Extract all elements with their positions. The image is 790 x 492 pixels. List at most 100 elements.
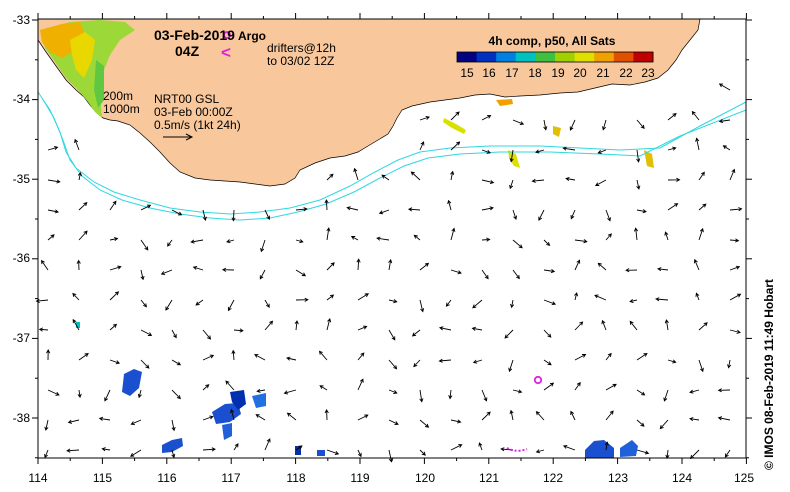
current-arrow (413, 359, 421, 368)
current-arrow (481, 389, 488, 402)
current-arrow (478, 442, 483, 451)
current-arrow (264, 209, 271, 221)
current-arrow (78, 202, 88, 211)
current-arrow (636, 352, 648, 361)
current-arrow (597, 149, 607, 154)
isobath-label-1000m: 1000m (103, 102, 140, 116)
current-arrow (104, 389, 111, 402)
current-arrow (259, 269, 266, 280)
current-arrow (109, 359, 121, 365)
current-arrow (717, 416, 731, 421)
colorbar-segment (496, 52, 517, 62)
current-arrow (326, 173, 334, 181)
current-arrow (667, 113, 677, 121)
current-arrow (286, 356, 297, 361)
current-arrow (471, 326, 483, 331)
current-arrow (202, 415, 214, 421)
current-arrow (77, 171, 82, 181)
current-arrow (357, 414, 369, 421)
current-arrow (74, 138, 80, 151)
current-arrow (388, 329, 396, 341)
current-arrow (657, 267, 669, 272)
current-arrow (72, 292, 80, 301)
x-tick-label: 119 (350, 471, 369, 485)
current-arrow (481, 179, 495, 185)
current-arrow (450, 419, 462, 424)
isobath-lines (37, 91, 747, 221)
current-arrow (718, 119, 731, 124)
x-tick-label: 120 (415, 471, 435, 485)
current-arrow (543, 269, 556, 274)
current-arrow (543, 359, 552, 366)
current-arrow (481, 114, 492, 121)
colorbar-segment (594, 52, 615, 62)
current-arrow (574, 354, 587, 361)
current-arrow (636, 389, 646, 396)
current-arrow (574, 321, 584, 331)
x-tick-label: 121 (479, 471, 499, 485)
current-arrow (447, 199, 452, 211)
current-arrow (664, 319, 669, 331)
drifter-track (506, 447, 528, 452)
current-arrow (481, 269, 489, 280)
x-tick-label: 123 (608, 471, 628, 485)
current-arrow (76, 259, 81, 271)
colorbar-segment (633, 52, 654, 62)
current-arrow (195, 299, 204, 306)
current-arrow (255, 414, 266, 421)
current-arrow (44, 449, 49, 459)
product-name: NRT00 GSL (154, 92, 219, 106)
current-arrow (512, 269, 520, 280)
y-tick-label: -34 (13, 92, 31, 106)
current-arrow (47, 146, 59, 151)
y-tick-label: -38 (13, 411, 31, 425)
current-arrow (171, 209, 183, 216)
current-arrow (729, 238, 740, 243)
current-arrow (407, 207, 421, 212)
current-arrow (629, 320, 638, 331)
current-arrow (597, 262, 607, 271)
current-arrow (47, 209, 60, 214)
current-arrow (67, 419, 80, 424)
current-arrow (450, 141, 461, 151)
current-arrow (78, 353, 89, 361)
current-arrow (356, 258, 361, 271)
current-arrow (388, 258, 393, 271)
product-time: 03-Feb 00:00Z (154, 105, 233, 119)
current-arrow (419, 299, 425, 313)
current-arrow (295, 297, 309, 302)
scale-label: 0.5m/s (1kt 24h) (154, 118, 241, 132)
current-arrow (202, 209, 207, 222)
current-arrow (481, 411, 491, 421)
colorbar-tick: 19 (551, 66, 565, 80)
colorbar-segment (515, 52, 536, 62)
x-tick-label: 117 (221, 471, 240, 485)
colorbar-tick: 16 (482, 66, 496, 80)
current-arrow (450, 444, 463, 451)
colorbar-tick: 17 (505, 66, 519, 80)
current-arrow (318, 350, 328, 361)
current-arrow (326, 262, 335, 271)
current-arrow (171, 389, 181, 400)
current-arrow (667, 203, 679, 211)
y-tick-label: -37 (13, 331, 31, 345)
current-arrow (109, 200, 117, 211)
current-arrow (286, 412, 297, 421)
current-arrow (357, 325, 368, 331)
current-arrow (727, 359, 732, 369)
current-arrow (655, 297, 669, 302)
current-vector-field (35, 83, 743, 463)
current-arrow (667, 177, 681, 182)
current-arrow (264, 438, 271, 451)
current-arrow (729, 265, 741, 271)
current-arrow (636, 179, 641, 190)
current-arrow (130, 419, 142, 425)
current-arrow (295, 239, 304, 244)
current-arrow (512, 389, 523, 394)
current-arrow (66, 448, 80, 453)
current-arrow (569, 119, 576, 131)
current-arrow (438, 358, 452, 363)
colorbar-segment (555, 52, 576, 62)
current-arrow (130, 449, 142, 457)
current-arrow (667, 359, 677, 364)
